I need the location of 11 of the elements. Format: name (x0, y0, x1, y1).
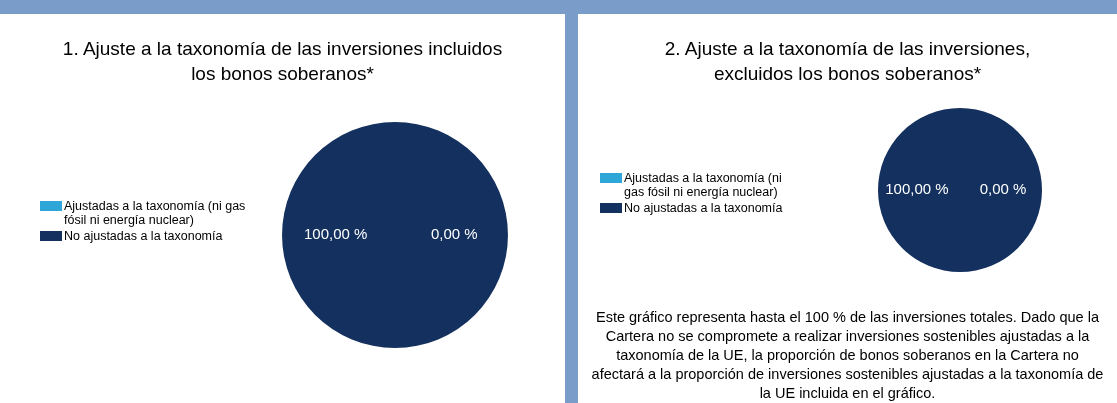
chart-title: 2. Ajuste a la taxonomía de las inversiones, excluidos los bonos soberanos* (663, 37, 1032, 86)
chart-title: 1. Ajuste a la taxonomía de las inversiones incluidos los bonos soberanos* (61, 37, 504, 86)
data-label: 100,00 % (885, 180, 949, 198)
text: 0,00 % (979, 180, 1027, 198)
legend-label: Ajustadas a la taxonomía (ni gas fósil ni energía nuclear) (624, 171, 783, 199)
data-label: 100,00 % (303, 225, 368, 243)
text: 0,00 % (430, 225, 478, 243)
legend-label: No ajustadas a la taxonomía (64, 229, 223, 243)
text: Este gráfico representa hasta el 100 % de las inversiones totales. Dado que la Cartera no se compromete a realizar inversiones sostenibles ajustadas a la taxonomía de la UE, la proporción de bonos soberanos en la Cartera no afectará a la proporción de inversiones sostenibles ajustadas a la taxonomía de la UE incluida en el gráfico. (590, 308, 1105, 403)
legend-label: Ajustadas a la taxonomía (ni gas fósil ni energía nuclear) (64, 199, 247, 227)
legend-label: No ajustadas a la taxonomía (624, 201, 783, 215)
